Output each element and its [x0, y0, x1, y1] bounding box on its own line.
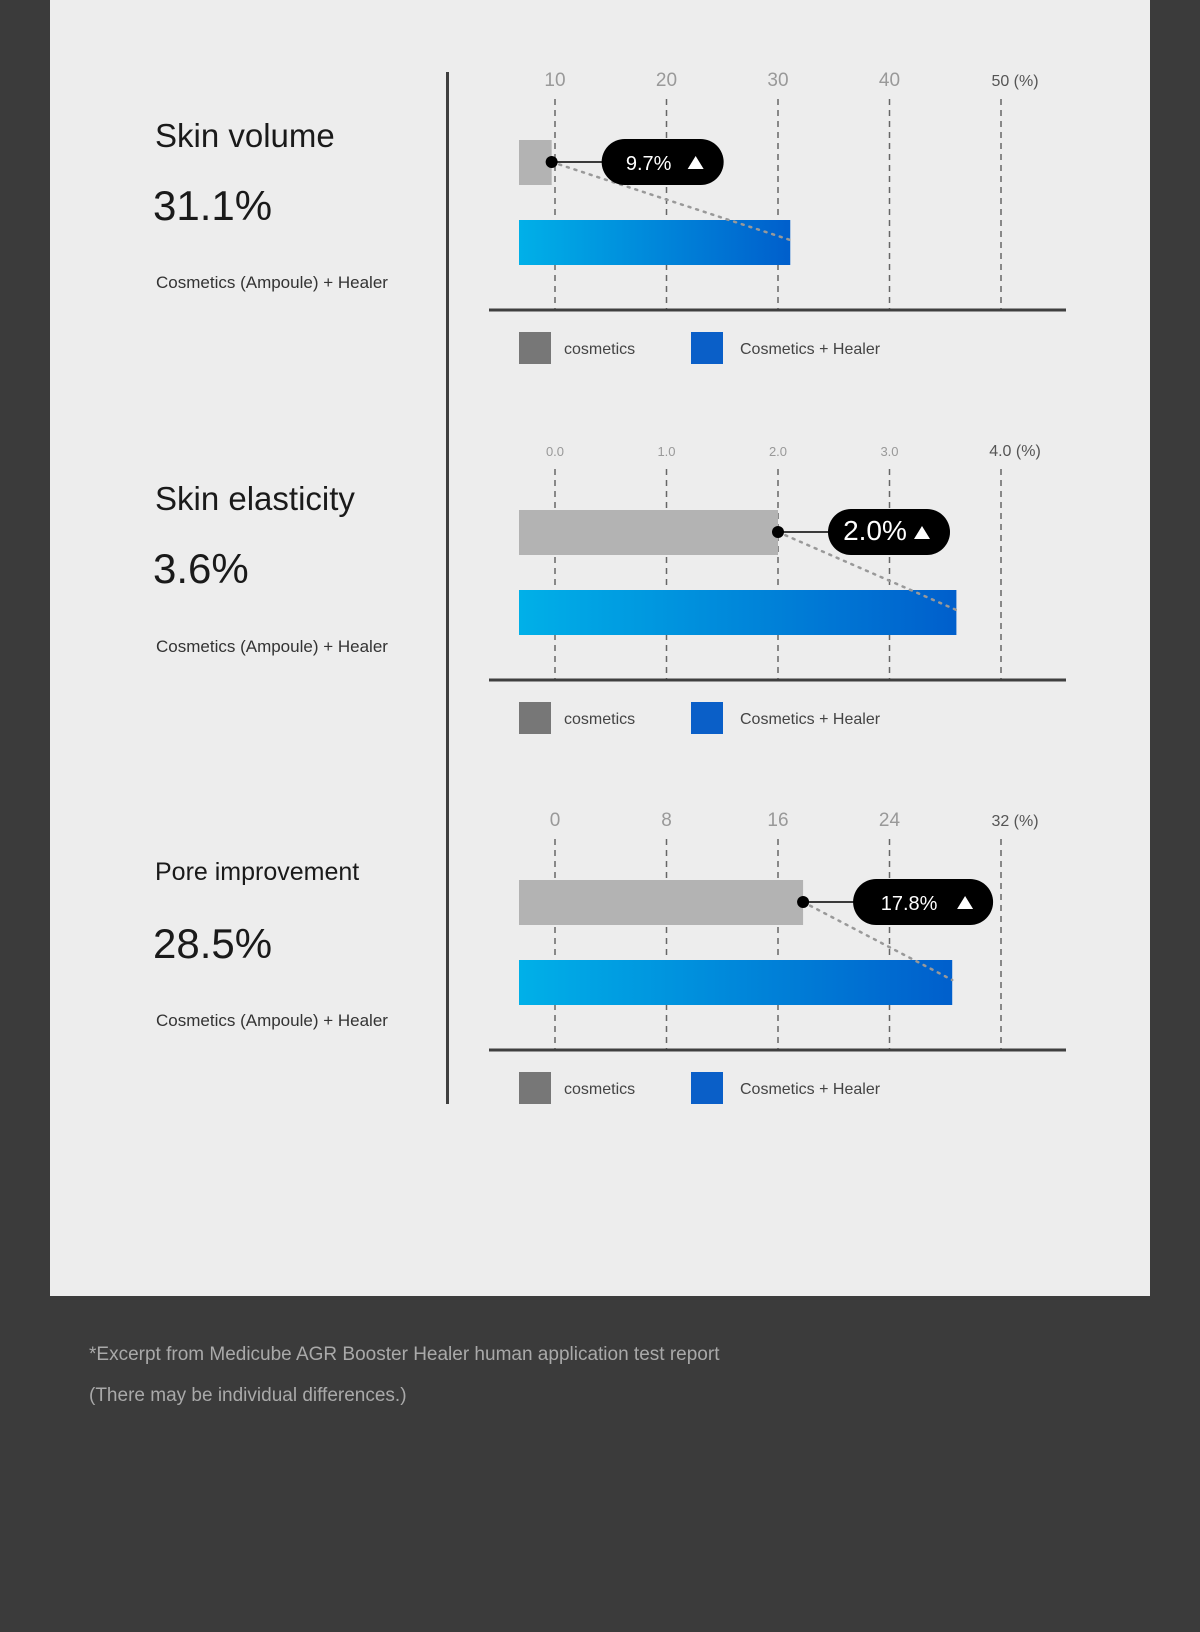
tick-label: 8	[661, 810, 672, 831]
callout-value: 2.0%	[843, 515, 907, 546]
legend-label-cosmetics: cosmetics	[564, 1081, 635, 1098]
metric-title: Skin volume	[155, 117, 335, 154]
up-triangle-icon	[957, 896, 974, 909]
bar-cosmetics	[519, 880, 804, 925]
callout-value: 9.7%	[626, 153, 672, 175]
bar-cosmetics-healer	[519, 220, 791, 265]
bar-cosmetics-healer	[519, 590, 957, 635]
up-triangle-icon	[687, 156, 704, 169]
tick-label: 24	[879, 810, 901, 831]
tick-label: 20	[656, 70, 677, 91]
footer-source: *Excerpt from Medicube AGR Booster Heale…	[89, 1344, 720, 1365]
legend-swatch-cosmetics-healer	[691, 1072, 723, 1104]
legend-swatch-cosmetics	[519, 702, 551, 734]
legend-label-cosmetics-healer: Cosmetics + Healer	[740, 1081, 881, 1098]
tick-label: 30	[767, 70, 788, 91]
legend-label-cosmetics: cosmetics	[564, 711, 635, 728]
tick-label: 4.0 (%)	[989, 443, 1041, 460]
vertical-divider	[446, 72, 449, 1104]
metric-subtitle: Cosmetics (Ampoule) + Healer	[156, 637, 388, 656]
metric-subtitle: Cosmetics (Ampoule) + Healer	[156, 1011, 388, 1030]
callout-dot	[772, 526, 784, 538]
tick-label: 0	[550, 810, 561, 831]
tick-label: 3.0	[880, 444, 898, 459]
metric-value: 28.5%	[153, 920, 273, 967]
tick-label: 16	[767, 810, 788, 831]
metric-value: 3.6%	[153, 545, 249, 592]
up-triangle-icon	[914, 526, 930, 539]
legend-label-cosmetics-healer: Cosmetics + Healer	[740, 711, 881, 728]
connector-dotted-line	[776, 530, 958, 612]
legend-swatch-cosmetics	[519, 1072, 551, 1104]
chart-pore-improvement: 0 8 16 24 32 (%) 17.8% cosmetics Cosmetics + He…	[489, 810, 1066, 1104]
legend-label-cosmetics-healer: Cosmetics + Healer	[740, 341, 881, 358]
tick-label: 2.0	[769, 444, 787, 459]
callout-pill	[601, 139, 724, 185]
legend-swatch-cosmetics-healer	[691, 702, 723, 734]
bar-cosmetics-healer	[519, 960, 953, 1005]
chart-skin-volume: 10 20 30 40 50 (%) 9.7% cosmetics Cosmetics + H…	[489, 70, 1066, 364]
tick-label: 32 (%)	[991, 813, 1038, 830]
content-panel	[50, 0, 1150, 1296]
callout-value: 17.8%	[881, 893, 938, 915]
chart-skin-elasticity: 0.0 1.0 2.0 3.0 4.0 (%) 2.0% cosmetics Cosmetic…	[489, 443, 1066, 734]
metric-subtitle: Cosmetics (Ampoule) + Healer	[156, 273, 388, 292]
tick-label: 10	[544, 70, 565, 91]
connector-dotted-line	[550, 160, 792, 242]
metric-title: Skin elasticity	[155, 480, 355, 517]
bar-cosmetics	[519, 510, 778, 555]
tick-label: 40	[879, 70, 900, 91]
metric-value: 31.1%	[153, 182, 273, 229]
legend-swatch-cosmetics	[519, 332, 551, 364]
tick-label: 1.0	[657, 444, 675, 459]
tick-label: 50 (%)	[991, 73, 1038, 90]
callout-pill	[853, 879, 994, 925]
callout-dot	[797, 896, 810, 908]
footer-note: (There may be individual differences.)	[89, 1385, 407, 1406]
callout-dot	[545, 156, 558, 168]
callout-pill	[828, 509, 950, 555]
legend-label-cosmetics: cosmetics	[564, 341, 635, 358]
tick-label: 0.0	[546, 444, 564, 459]
metric-title: Pore improvement	[155, 858, 360, 886]
legend-swatch-cosmetics-healer	[691, 332, 723, 364]
